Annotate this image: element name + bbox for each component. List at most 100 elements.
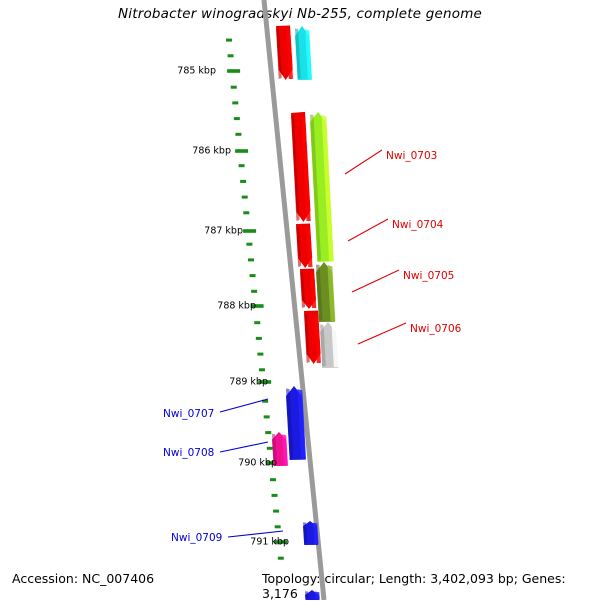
ruler-major-tick (250, 304, 264, 308)
feature-shadow (305, 591, 309, 599)
feature-red-bar-bottom[interactable] (304, 310, 321, 364)
feature-shadow (320, 324, 326, 367)
gene-leader-line (344, 149, 383, 175)
feature-highlight (315, 591, 320, 599)
feature-red-bar-upper[interactable] (291, 111, 311, 222)
feature-shadow (286, 388, 294, 459)
ruler-minor-tick (262, 399, 269, 403)
gene-leader-line (219, 441, 269, 453)
ruler-major-tick (227, 69, 241, 73)
ruler-minor-tick (249, 274, 256, 278)
feature-highlight (331, 325, 339, 367)
ruler-minor-tick (230, 85, 237, 89)
ruler-minor-tick (233, 117, 240, 121)
feature-highlight (310, 271, 317, 308)
ruler-minor-tick (227, 54, 234, 58)
feature-cyan-bar-top[interactable] (295, 26, 312, 80)
feature-blue-arrow-0707[interactable] (286, 386, 307, 460)
gene-label-nwi_0703[interactable]: Nwi_0703 (386, 150, 438, 162)
ruler-label-788: 788 kbp (217, 300, 256, 312)
feature-gray-bar[interactable] (320, 322, 339, 368)
feature-highlight (282, 434, 288, 465)
feature-highlight (313, 522, 319, 544)
ruler-label-787: 787 kbp (204, 225, 243, 237)
gene-label-nwi_0707[interactable]: Nwi_0707 (163, 408, 215, 420)
gene-label-nwi_0708[interactable]: Nwi_0708 (163, 447, 215, 459)
gene-leader-line (351, 269, 400, 293)
ruler-major-tick (266, 461, 280, 465)
ruler-minor-tick (240, 179, 247, 183)
feature-shadow (296, 226, 302, 267)
ruler-minor-tick (258, 368, 265, 372)
feature-olive-bar[interactable] (316, 262, 336, 322)
ruler-minor-tick (255, 336, 262, 340)
accession-text: Accession: NC_007406 (12, 571, 155, 586)
feature-highlight (286, 29, 293, 79)
ruler-minor-tick (265, 431, 272, 435)
ruler-label-786: 786 kbp (192, 145, 231, 157)
feature-highlight (327, 265, 336, 321)
feature-shadow (304, 313, 310, 363)
ruler-minor-tick (277, 556, 284, 560)
feature-shadow (276, 28, 282, 79)
ruler-minor-tick (269, 478, 276, 482)
feature-highlight (305, 29, 312, 79)
ruler-minor-tick (232, 101, 239, 105)
ruler-minor-tick (241, 195, 248, 199)
feature-magenta-bar-0708[interactable] (272, 432, 288, 466)
feature-highlight (321, 115, 334, 261)
ruler-minor-tick (254, 321, 261, 325)
ruler-minor-tick (273, 509, 280, 513)
genome-backbone-line (261, 0, 327, 600)
ruler-minor-tick (266, 446, 273, 450)
gene-leader-line (357, 322, 407, 345)
feature-red-bar-top[interactable] (276, 25, 293, 80)
gene-leader-line (347, 218, 389, 242)
feature-blue-arrow-0709[interactable] (303, 521, 319, 545)
ruler-minor-tick (243, 211, 250, 215)
ruler-minor-tick (247, 258, 254, 262)
feature-red-bar-lower[interactable] (300, 268, 317, 309)
genome-stats-text: Topology: circular; Length: 3,402,093 bp… (262, 571, 566, 601)
ruler-major-tick (258, 380, 272, 384)
gene-label-nwi_0709[interactable]: Nwi_0709 (171, 532, 223, 544)
ruler-major-tick (243, 229, 257, 233)
ruler-minor-tick (274, 525, 281, 529)
ruler-minor-tick (263, 415, 270, 419)
gene-label-nwi_0704[interactable]: Nwi_0704 (392, 219, 444, 231)
gene-label-nwi_0705[interactable]: Nwi_0705 (403, 270, 455, 282)
feature-blue-arrow-edge[interactable] (305, 590, 320, 600)
ruler-major-tick (274, 540, 288, 544)
ruler-major-tick (235, 149, 249, 153)
feature-shadow (300, 271, 306, 308)
ruler-minor-tick (257, 352, 264, 356)
feature-highlight (301, 116, 311, 221)
feature-shadow (295, 28, 301, 79)
feature-red-bar-mid[interactable] (296, 223, 313, 268)
ruler-label-790: 790 kbp (238, 457, 277, 469)
gene-leader-line (219, 398, 269, 413)
feature-shadow (291, 115, 300, 221)
ruler-minor-tick (251, 289, 258, 293)
ruler-minor-tick (271, 493, 278, 497)
feature-chartreuse-bar[interactable] (310, 112, 334, 262)
gene-leader-line (227, 530, 284, 538)
feature-highlight (297, 389, 307, 459)
ruler-minor-tick (246, 242, 253, 246)
feature-shadow (303, 522, 308, 544)
feature-highlight (314, 314, 321, 363)
gene-label-nwi_0706[interactable]: Nwi_0706 (410, 323, 462, 335)
ruler-label-791: 791 kbp (250, 536, 289, 548)
page-title: Nitrobacter winogradskyi Nb-255, complet… (117, 6, 483, 22)
ruler-label-789: 789 kbp (229, 376, 268, 388)
ruler-minor-tick (235, 132, 242, 136)
feature-shadow (272, 433, 277, 465)
ruler-minor-tick (238, 164, 245, 168)
ruler-minor-tick (226, 38, 232, 42)
ruler-label-785: 785 kbp (177, 65, 216, 77)
feature-highlight (306, 226, 313, 267)
feature-shadow (316, 264, 323, 321)
feature-shadow (310, 114, 322, 261)
